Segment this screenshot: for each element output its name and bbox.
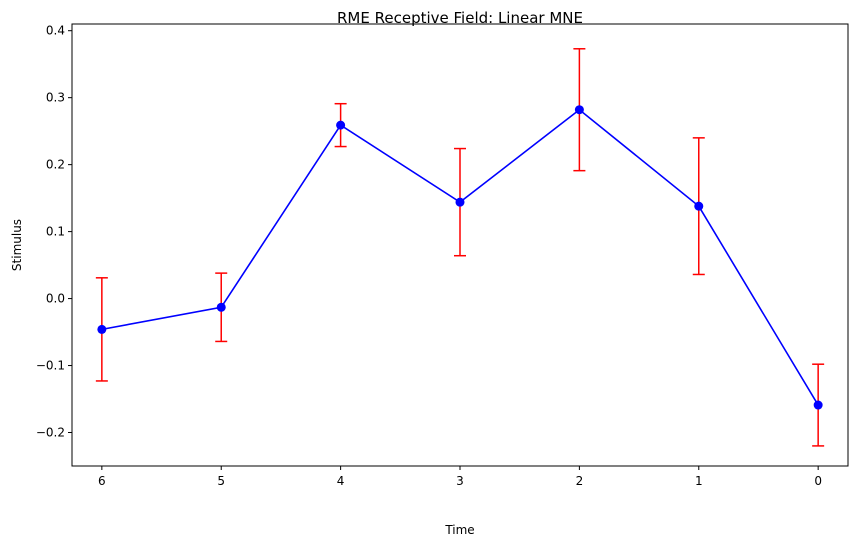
plot-area bbox=[95, 48, 825, 447]
x-tick-label: 5 bbox=[217, 474, 225, 488]
data-point bbox=[97, 324, 107, 334]
y-tick-label: −0.2 bbox=[36, 426, 65, 440]
data-point bbox=[336, 120, 346, 130]
data-point bbox=[813, 400, 823, 410]
data-point bbox=[574, 105, 584, 115]
y-axis: −0.2 −0.1 0.0 0.1 0.2 0.3 0.4 bbox=[36, 24, 72, 440]
x-tick-label: 2 bbox=[576, 474, 584, 488]
x-tick-label: 1 bbox=[695, 474, 703, 488]
x-tick-label: 0 bbox=[814, 474, 822, 488]
data-point bbox=[216, 302, 226, 312]
y-tick-label: −0.1 bbox=[36, 359, 65, 373]
y-axis-label: Stimulus bbox=[10, 219, 24, 271]
y-tick-label: 0.3 bbox=[46, 91, 65, 105]
y-tick-label: 0.4 bbox=[46, 24, 65, 38]
y-tick-label: 0.0 bbox=[46, 292, 65, 306]
data-point bbox=[455, 197, 465, 207]
x-tick-label: 3 bbox=[456, 474, 464, 488]
x-tick-label: 4 bbox=[337, 474, 345, 488]
chart-title: RME Receptive Field: Linear MNE bbox=[337, 9, 583, 27]
y-tick-label: 0.2 bbox=[46, 158, 65, 172]
y-tick-label: 0.1 bbox=[46, 225, 65, 239]
data-point bbox=[694, 201, 704, 211]
x-axis-label: Time bbox=[444, 523, 474, 537]
x-tick-label: 6 bbox=[98, 474, 106, 488]
x-axis: 6 5 4 3 2 1 0 bbox=[98, 466, 822, 488]
